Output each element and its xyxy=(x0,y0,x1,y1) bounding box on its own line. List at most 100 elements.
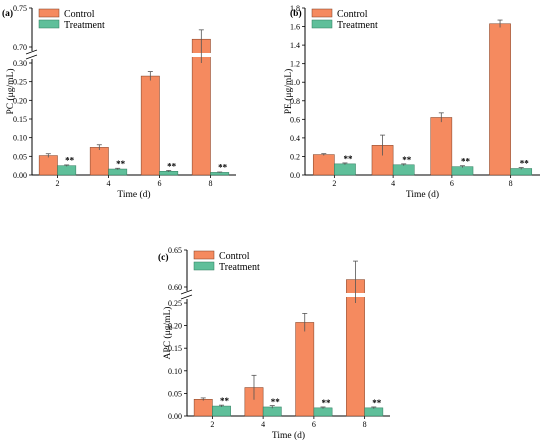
x-tick-label: 4 xyxy=(261,420,265,429)
bar-treatment xyxy=(510,168,533,176)
x-axis-label: Time (d) xyxy=(406,189,439,200)
y-axis-label: APC (μg/mL) xyxy=(162,307,173,360)
panel-label: (c) xyxy=(158,252,169,263)
y-tick-label: 0.15 xyxy=(13,115,27,124)
x-tick-label: 6 xyxy=(158,179,162,188)
legend-swatch-control xyxy=(193,250,215,260)
legend-swatch-treatment xyxy=(193,261,215,271)
y-tick-label: 0.60 xyxy=(168,283,182,292)
y-tick-label: 0.25 xyxy=(168,299,182,308)
chart-panel-3: (c) 0.00 0.05 0.10 0.15 0.20 0.25 0.60 0.65 Time … xyxy=(158,246,390,441)
bar-treatment xyxy=(451,166,474,176)
significance-mark: ** xyxy=(65,156,75,166)
y-tick-label: 0.70 xyxy=(13,43,27,52)
significance-mark: ** xyxy=(322,398,332,408)
y-tick-label: 0.0 xyxy=(290,171,300,180)
y-tick-label: 0.20 xyxy=(168,322,182,331)
y-tick-label: 0.30 xyxy=(13,59,27,68)
bar-control xyxy=(489,23,511,176)
x-axis-label: Time (d) xyxy=(117,189,150,200)
y-tick-label: 0.25 xyxy=(13,78,27,87)
x-tick-label: 6 xyxy=(312,420,316,429)
y-tick-label: 0.00 xyxy=(168,412,182,421)
bar-treatment xyxy=(392,164,415,176)
legend-swatch-treatment xyxy=(38,19,60,29)
bar-treatment xyxy=(313,407,333,417)
y-tick-label: 0.2 xyxy=(290,152,300,161)
bar-treatment xyxy=(210,172,230,176)
x-tick-label: 8 xyxy=(363,420,367,429)
y-tick-label: 0.4 xyxy=(290,134,300,143)
legend-label-treatment: Treatment xyxy=(219,262,260,273)
y-tick-label: 1.0 xyxy=(290,78,300,87)
x-tick-label: 6 xyxy=(450,179,454,188)
chart-panel-2: (b) 0.0 0.2 0.4 0.6 0.8 1.0 1.2 1.4 1.6 1.8 Time (d… xyxy=(283,4,540,200)
legend-label-control: Control xyxy=(337,9,368,20)
legend-swatch-control xyxy=(38,8,60,18)
significance-mark: ** xyxy=(220,396,230,406)
x-tick-label: 4 xyxy=(391,179,395,188)
panel-label: (a) xyxy=(2,8,13,19)
y-tick-label: 1.4 xyxy=(290,41,300,50)
y-tick-label: 0.15 xyxy=(168,344,182,353)
bar-control xyxy=(430,117,453,176)
bar-control xyxy=(312,154,335,176)
y-tick-label: 0.10 xyxy=(168,367,182,376)
y-axis-label: PC (μg/mL) xyxy=(5,69,16,115)
bar-control xyxy=(295,322,315,417)
y-tick-label: 0.05 xyxy=(13,152,27,161)
significance-mark: ** xyxy=(402,155,412,165)
y-tick-label: 0.8 xyxy=(290,97,300,106)
y-tick-label: 0.00 xyxy=(13,171,27,180)
y-tick-label: 0.05 xyxy=(168,389,182,398)
significance-mark: ** xyxy=(372,398,382,408)
x-tick-label: 2 xyxy=(56,179,60,188)
axis-break-mark xyxy=(25,49,38,55)
chart-panel-1: (a) 0.00 0.05 0.10 0.15 0.20 0.25 0.30 0.70 0.75 T… xyxy=(2,4,236,200)
y-tick-label: 1.2 xyxy=(290,60,300,69)
axis-break-mark xyxy=(180,294,193,300)
x-tick-label: 8 xyxy=(509,179,513,188)
x-axis-label: Time (d) xyxy=(272,430,305,441)
bar-treatment xyxy=(334,163,356,176)
legend-label-treatment: Treatment xyxy=(64,20,105,31)
y-tick-label: 0.10 xyxy=(13,134,27,143)
bar-treatment xyxy=(364,407,384,417)
y-axis-label: PE (μg/mL) xyxy=(283,69,294,114)
significance-mark: ** xyxy=(343,154,353,164)
bar-treatment xyxy=(57,165,77,176)
bar-control xyxy=(140,75,160,176)
bar-treatment xyxy=(212,405,231,417)
significance-mark: ** xyxy=(167,161,177,171)
axis-break-gap xyxy=(181,291,193,299)
significance-mark: ** xyxy=(218,162,228,172)
y-tick-label: 1.6 xyxy=(290,23,300,32)
significance-mark: ** xyxy=(116,159,126,169)
x-tick-label: 8 xyxy=(209,179,213,188)
bar-control xyxy=(38,155,58,176)
x-tick-label: 2 xyxy=(210,420,214,429)
legend-swatch-treatment xyxy=(311,19,333,29)
panel-label: (b) xyxy=(290,8,302,19)
bar-control xyxy=(89,147,109,176)
x-tick-label: 4 xyxy=(107,179,111,188)
legend-swatch-control xyxy=(311,8,333,18)
y-tick-label: 0.20 xyxy=(13,96,27,105)
significance-mark: ** xyxy=(520,159,530,169)
y-tick-label: 1.8 xyxy=(290,4,300,13)
significance-mark: ** xyxy=(271,397,281,407)
y-tick-label: 0.6 xyxy=(290,115,300,124)
y-tick-label: 0.65 xyxy=(168,246,182,255)
legend-label-control: Control xyxy=(219,251,250,262)
axis-break-mark xyxy=(25,54,38,60)
axis-break-mark xyxy=(180,289,193,295)
axis-break-gap xyxy=(26,51,38,59)
x-tick-label: 2 xyxy=(332,179,336,188)
bar-treatment xyxy=(108,168,128,176)
significance-mark: ** xyxy=(461,157,471,167)
legend-label-treatment: Treatment xyxy=(337,20,378,31)
y-tick-label: 0.75 xyxy=(13,4,27,13)
legend-label-control: Control xyxy=(64,9,95,20)
bar-control xyxy=(193,399,213,417)
